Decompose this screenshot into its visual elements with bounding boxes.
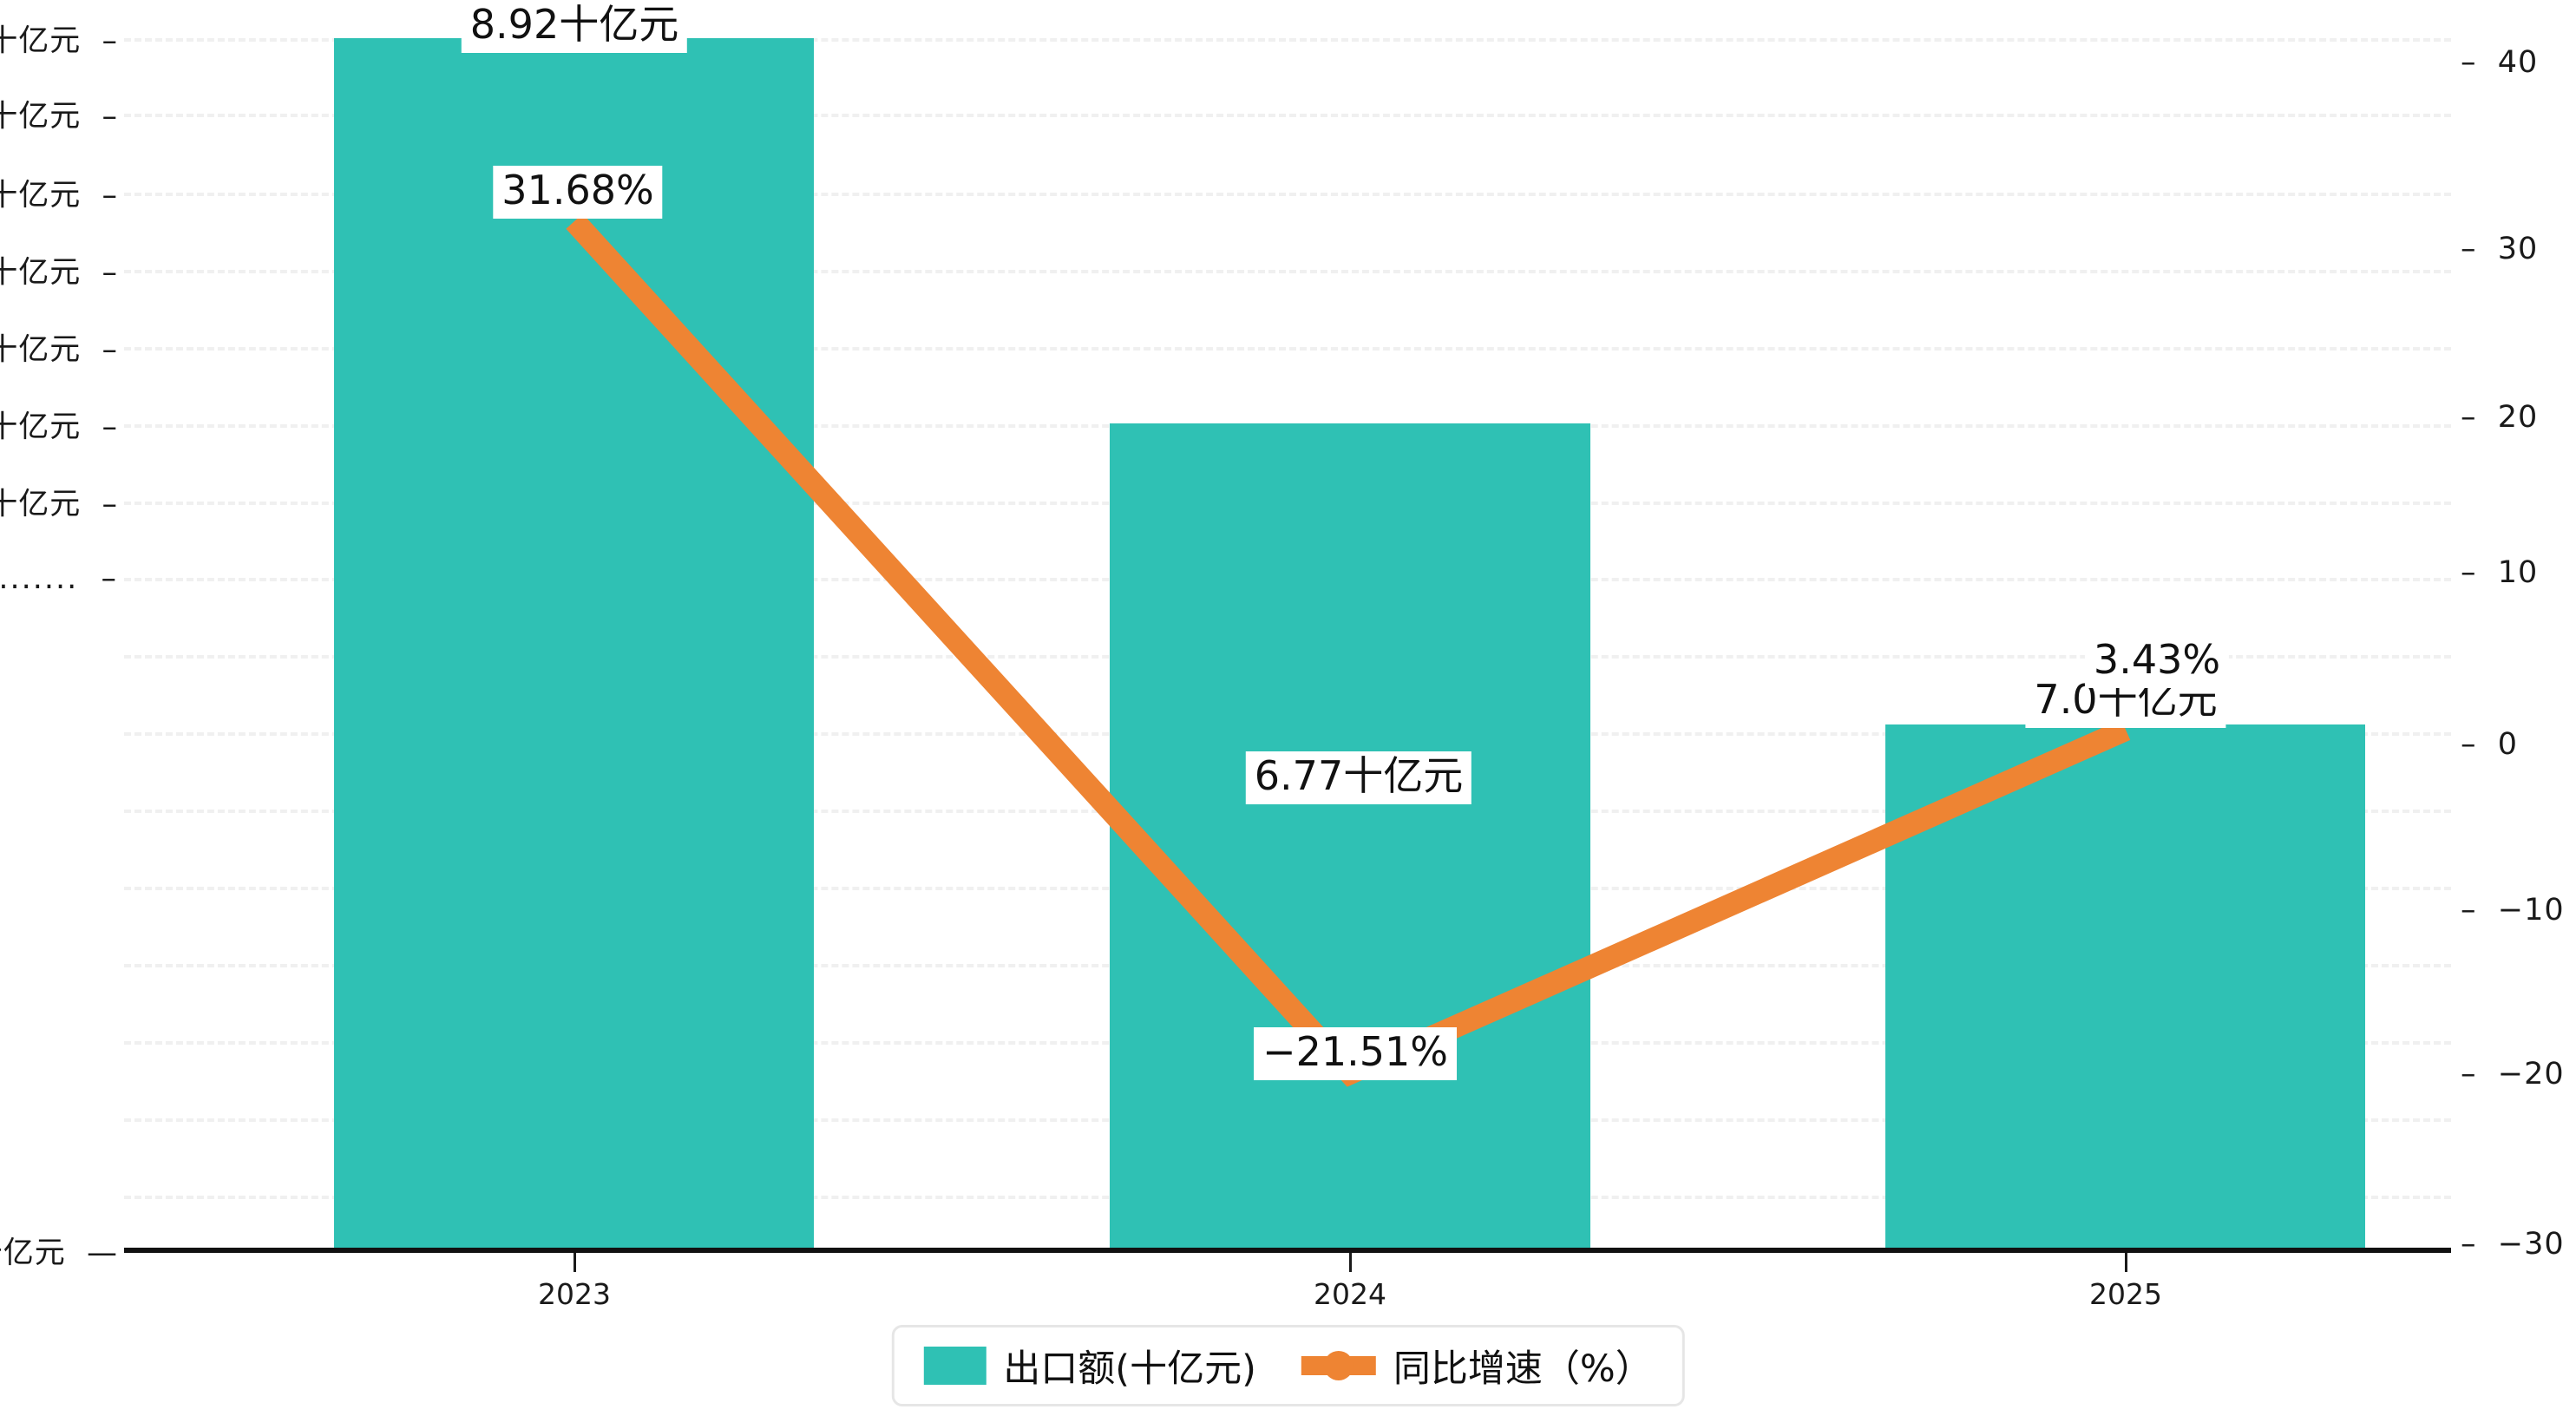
y-right-tick-label: 0 xyxy=(2497,727,2519,762)
y-left-tick-5: 6.77十亿元 – xyxy=(0,403,118,447)
y-left-tick-4: 7.2十亿元 – xyxy=(0,325,118,370)
legend-item-label: 同比增速（%） xyxy=(1393,1347,1653,1391)
bar-2025[interactable] xyxy=(1885,724,2365,1249)
legend-item-label: 出口额(十亿元) xyxy=(1003,1347,1256,1391)
growth-value-label-2025: 3.43% xyxy=(2084,635,2230,688)
y-left-tick-7: ......... – xyxy=(0,561,118,596)
y-left-tick-label: 8.49十亿元 xyxy=(0,99,82,134)
y-right-tick-label: 10 xyxy=(2497,555,2539,590)
y-left-tick-label: 6.34十亿元 xyxy=(0,487,82,522)
y-left-tick-8: 0十亿元 — xyxy=(0,1229,118,1273)
legend-line-dot-icon xyxy=(1323,1351,1354,1380)
y-right-tick-label: 20 xyxy=(2497,400,2539,435)
tick-dash-icon: – xyxy=(91,178,118,213)
x-axis-line xyxy=(124,1248,2451,1253)
tick-dash-icon: – xyxy=(2461,1057,2488,1092)
y-left-tick-6: 6.34十亿元 – xyxy=(0,480,118,524)
tick-dash-icon: – xyxy=(91,487,118,522)
y-right-tick-label: 30 xyxy=(2497,232,2539,266)
y-left-tick-label: 6.77十亿元 xyxy=(0,410,82,445)
y-left-tick-0: 8.92十亿元 – xyxy=(0,16,118,61)
y-right-tick-label: 40 xyxy=(2497,45,2539,80)
tick-dash-icon: – xyxy=(2461,45,2488,80)
y-right-tick-6: – −20 xyxy=(2461,1057,2565,1092)
tick-dash-icon: — xyxy=(75,1236,118,1271)
y-right-tick-4: – 0 xyxy=(2461,727,2518,762)
tick-dash-icon: – xyxy=(91,332,118,368)
tick-dash-icon: – xyxy=(2461,232,2488,266)
bar-2024[interactable] xyxy=(1110,423,1590,1249)
tick-dash-icon: – xyxy=(91,23,118,59)
tick-dash-icon: – xyxy=(89,561,118,596)
y-right-tick-5: – −10 xyxy=(2461,893,2565,928)
x-tick-mark-2025 xyxy=(2125,1253,2127,1272)
tick-dash-icon: – xyxy=(2461,893,2488,928)
y-left-tick-label: ......... xyxy=(0,561,79,596)
bar-2023[interactable] xyxy=(334,38,814,1249)
y-right-tick-label: −20 xyxy=(2497,1057,2565,1092)
y-left-tick-label: 8.92十亿元 xyxy=(0,23,82,59)
growth-value-label-2024: −21.51% xyxy=(1254,1027,1457,1080)
tick-dash-icon: – xyxy=(2461,1227,2488,1262)
growth-value-label-2023: 31.68% xyxy=(493,166,663,219)
x-tick-label-2024: 2024 xyxy=(1314,1277,1386,1311)
y-left-tick-3: 7.63十亿元 – xyxy=(0,248,118,292)
bar-value-label-2023: 8.92十亿元 xyxy=(461,0,688,53)
y-right-tick-1: – 30 xyxy=(2461,232,2538,266)
tick-dash-icon: – xyxy=(2461,727,2488,762)
y-left-tick-2: 8.06十亿元 – xyxy=(0,171,118,215)
x-tick-mark-2023 xyxy=(574,1253,576,1272)
y-right-tick-3: – 10 xyxy=(2461,555,2538,590)
tick-dash-icon: – xyxy=(2461,400,2488,435)
legend-bar-swatch-icon xyxy=(923,1347,986,1385)
bar-value-label-2024: 6.77十亿元 xyxy=(1245,751,1472,804)
y-right-tick-7: – −30 xyxy=(2461,1227,2565,1262)
x-tick-label-2023: 2023 xyxy=(538,1277,611,1311)
y-left-tick-label: 7.63十亿元 xyxy=(0,255,82,291)
tick-dash-icon: – xyxy=(2461,555,2488,590)
x-tick-label-2025: 2025 xyxy=(2089,1277,2162,1311)
gridline xyxy=(124,38,2451,42)
x-tick-mark-2024 xyxy=(1349,1253,1352,1272)
y-right-tick-label: −10 xyxy=(2497,893,2565,928)
legend-line-marker-icon xyxy=(1301,1347,1376,1385)
y-left-tick-label: 7.2十亿元 xyxy=(0,332,82,368)
tick-dash-icon: – xyxy=(91,410,118,445)
y-right-tick-2: – 20 xyxy=(2461,400,2538,435)
legend: 出口额(十亿元) 同比增速（%） xyxy=(891,1325,1685,1406)
y-left-tick-label: 0十亿元 xyxy=(0,1236,66,1271)
legend-item-growth-rate[interactable]: 同比增速（%） xyxy=(1301,1339,1653,1393)
y-right-tick-0: – 40 xyxy=(2461,45,2538,80)
gridline xyxy=(124,114,2451,117)
tick-dash-icon: – xyxy=(91,255,118,291)
legend-item-export-value[interactable]: 出口额(十亿元) xyxy=(923,1339,1256,1393)
y-right-tick-label: −30 xyxy=(2497,1227,2565,1262)
y-left-tick-label: 8.06十亿元 xyxy=(0,178,82,213)
y-left-tick-1: 8.49十亿元 – xyxy=(0,92,118,136)
gridline xyxy=(124,193,2451,196)
tick-dash-icon: – xyxy=(91,99,118,134)
